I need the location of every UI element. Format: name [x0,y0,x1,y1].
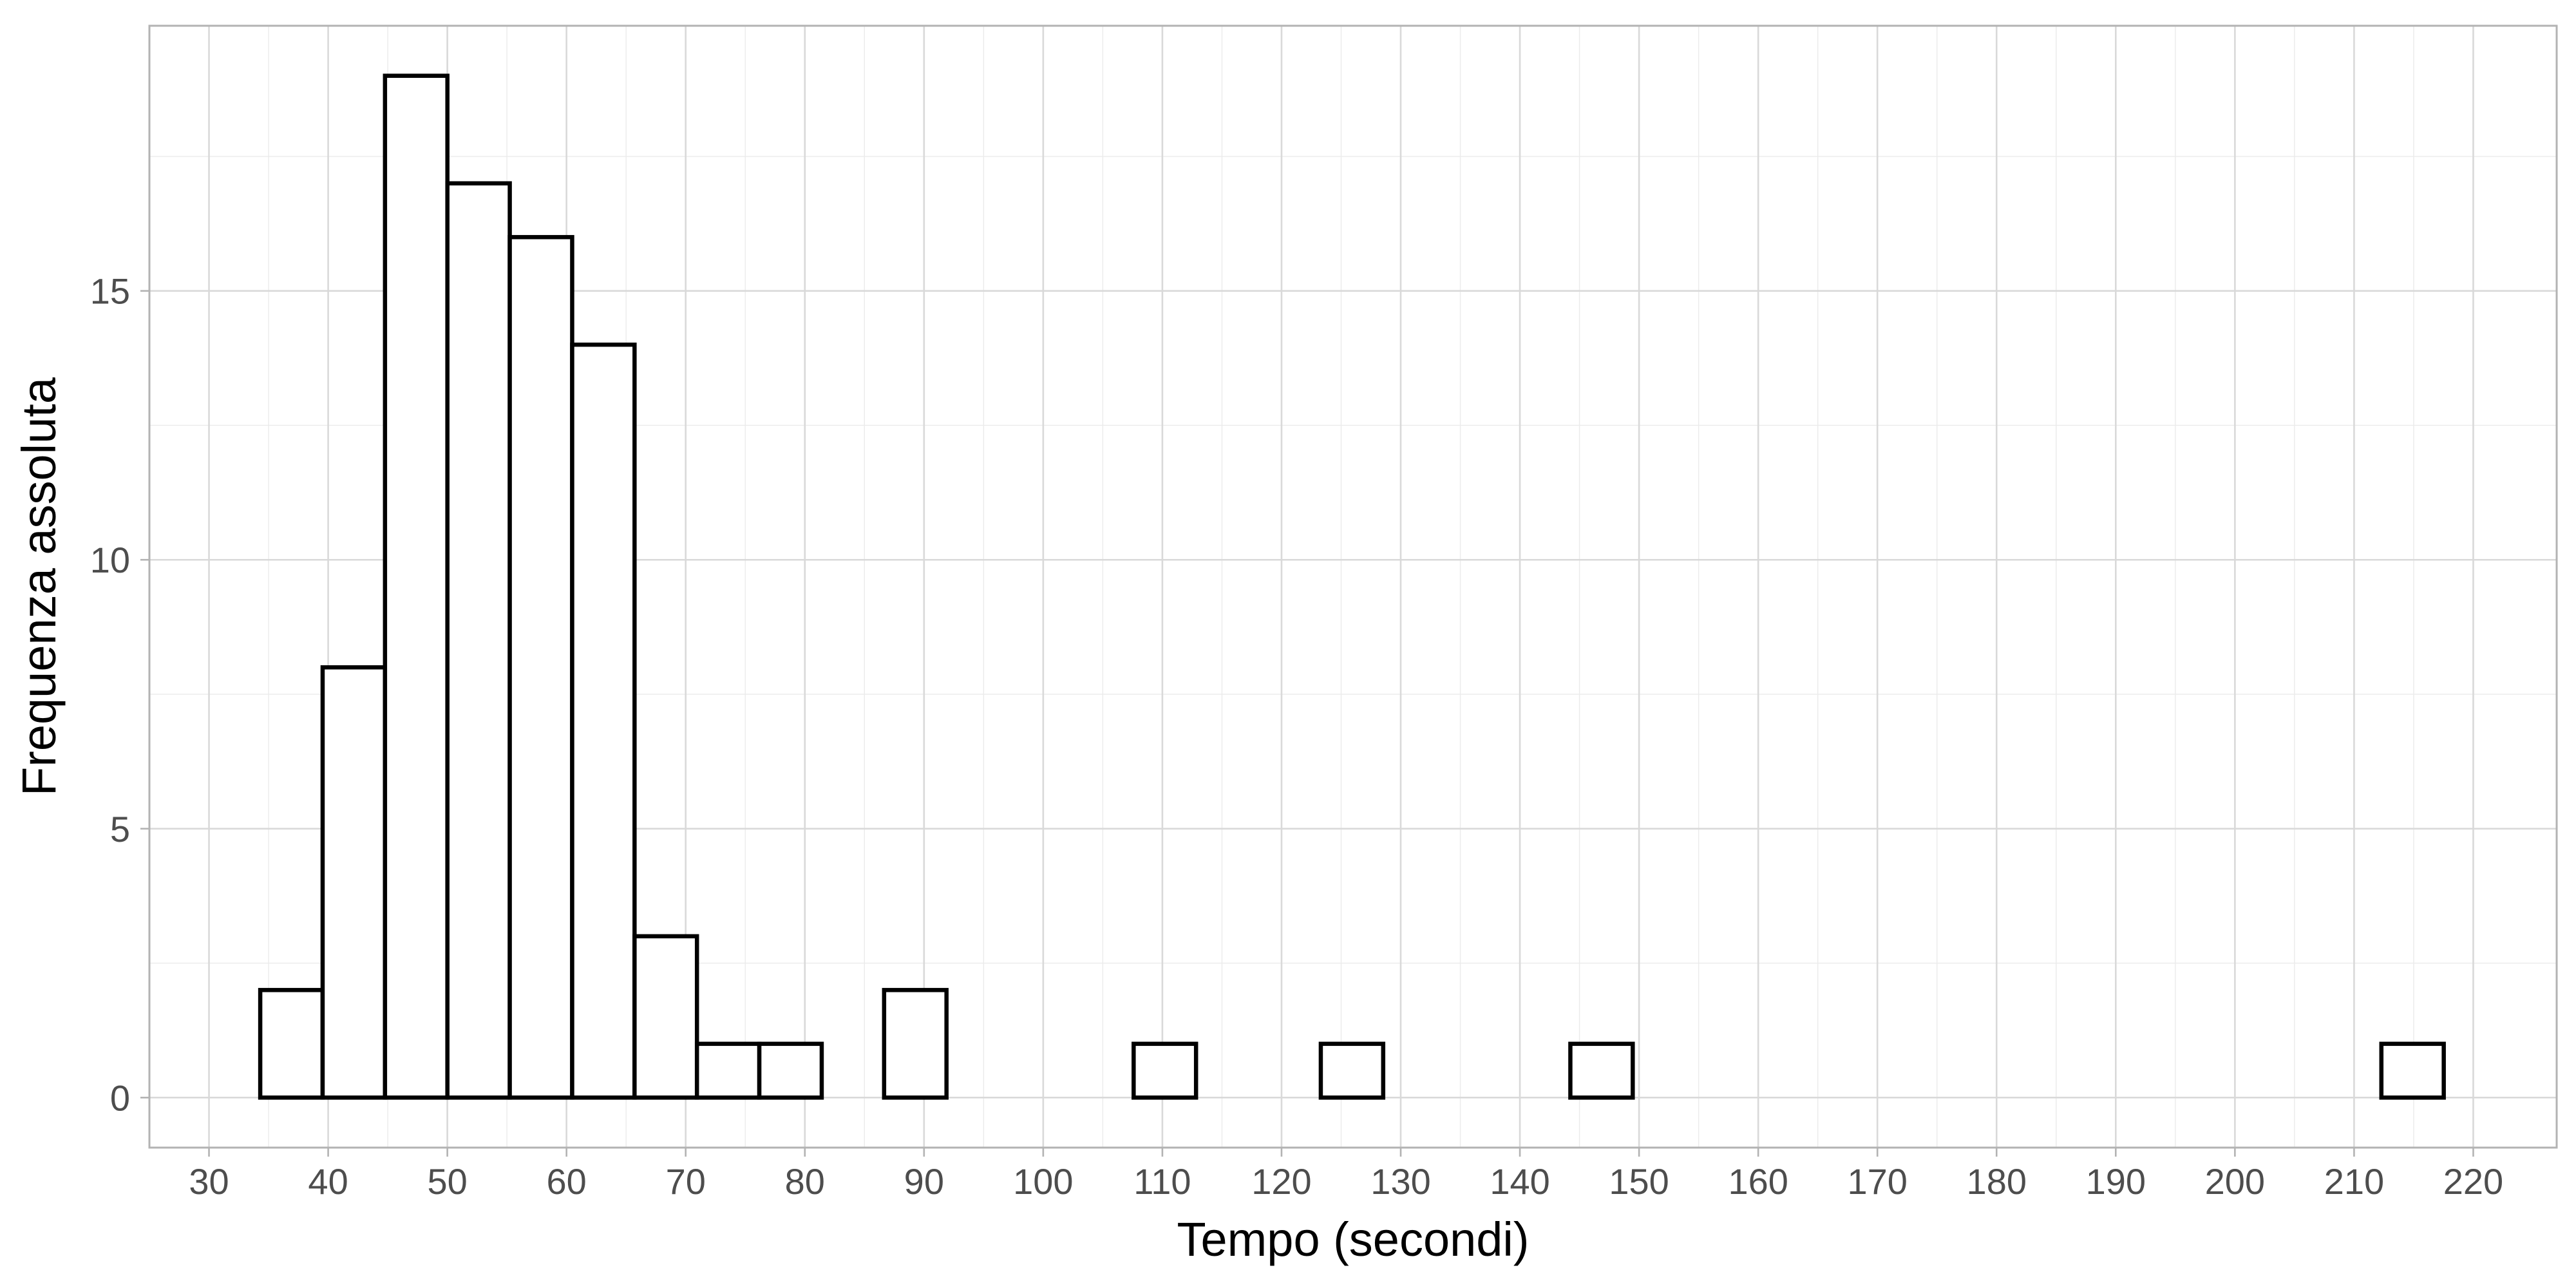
histogram-bars [258,73,2446,1100]
x-tick-label: 110 [1133,1161,1191,1202]
histogram-bar [757,1041,824,1100]
x-axis-ticks: 30 40 50 60 70 80 90 100 110 120 130 140 150 160 170 18… [189,1148,2503,1202]
histogram-bar [320,665,388,1100]
x-tick-label: 210 [2324,1161,2384,1202]
x-tick-label: 170 [1847,1161,1907,1202]
histogram-bar [258,988,325,1100]
histogram-bar [632,934,699,1100]
x-tick-label: 50 [427,1161,467,1202]
histogram-bar [383,73,450,1100]
x-axis-title: Tempo (secondi) [1177,1213,1529,1266]
x-tick-label: 100 [1013,1161,1073,1202]
histogram-bar [1132,1041,1198,1100]
histogram-bar [570,342,637,1100]
x-tick-label: 190 [2086,1161,2146,1202]
y-axis-title: Frequenza assoluta [12,377,66,796]
x-tick-label: 40 [308,1161,348,1202]
y-tick-label: 5 [110,809,130,849]
y-tick-label: 10 [90,540,130,580]
x-tick-label: 90 [904,1161,944,1202]
x-tick-label: 60 [547,1161,587,1202]
x-tick-label: 220 [2443,1161,2503,1202]
y-tick-label: 0 [110,1077,130,1118]
histogram-bar [445,181,512,1100]
grid-lines [149,26,2557,1148]
x-tick-label: 150 [1609,1161,1669,1202]
histogram-bar [1568,1041,1635,1100]
x-tick-label: 120 [1251,1161,1311,1202]
x-tick-label: 130 [1370,1161,1430,1202]
histogram-bar [2379,1041,2446,1100]
x-tick-label: 80 [785,1161,825,1202]
panel-border [148,24,2558,1149]
x-tick-label: 180 [1967,1161,2027,1202]
histogram-bar [882,988,949,1100]
x-tick-label: 70 [666,1161,706,1202]
y-axis-ticks: 0 5 10 15 [90,271,149,1118]
histogram-bar [694,1041,762,1100]
x-tick-label: 30 [189,1161,229,1202]
y-tick-label: 15 [90,271,130,312]
histogram-bar [507,234,574,1100]
x-tick-label: 200 [2205,1161,2265,1202]
x-tick-label: 160 [1728,1161,1788,1202]
x-tick-label: 140 [1490,1161,1549,1202]
histogram-bar [1318,1041,1386,1100]
